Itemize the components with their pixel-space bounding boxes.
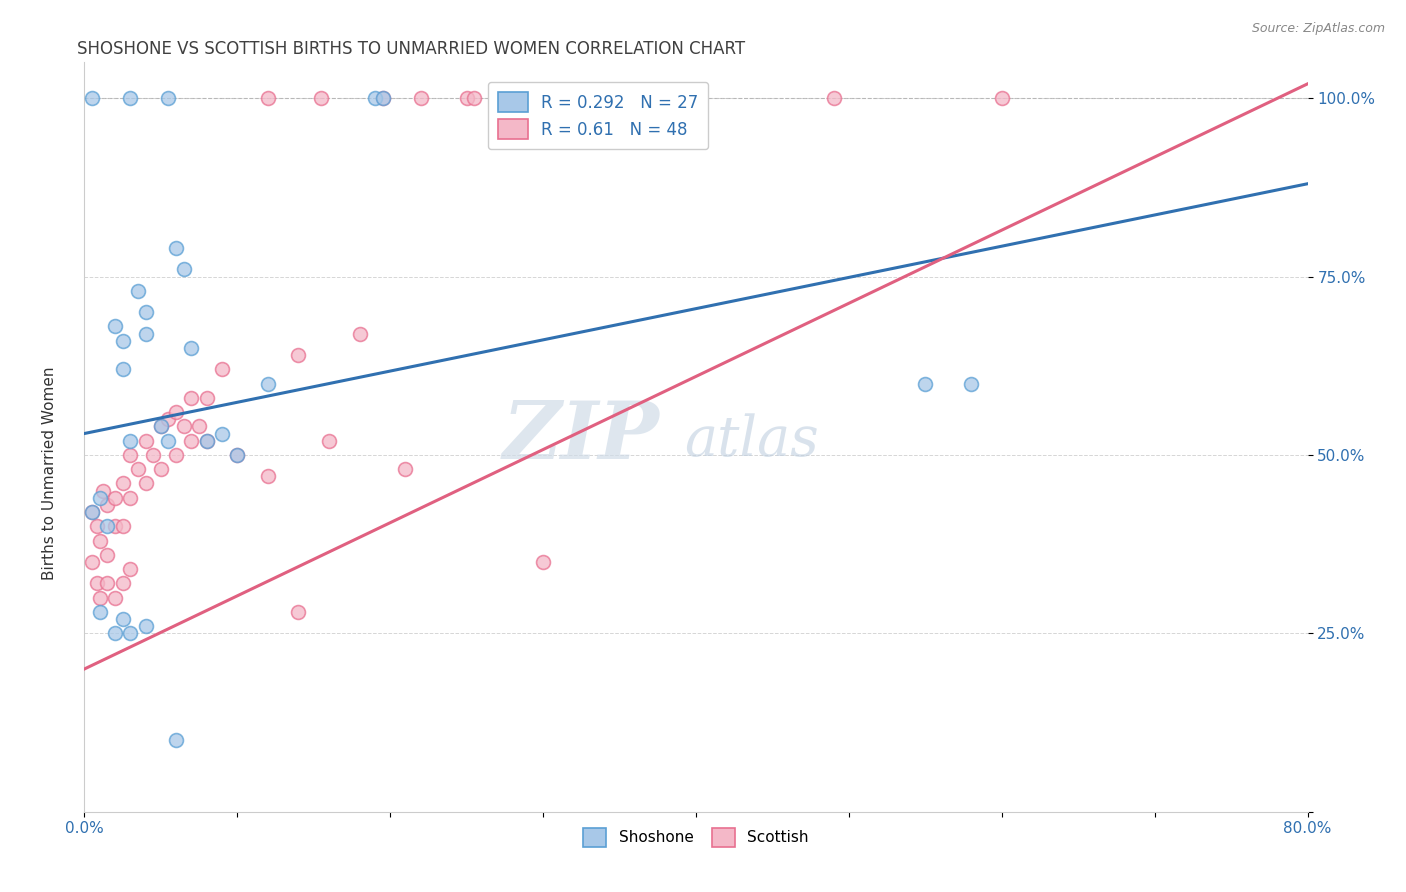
Point (104, 626, 127, 640)
Point (111, 612, 134, 626)
Point (135, 476, 157, 491)
Point (96, 576, 118, 591)
Point (80, 91, 103, 105)
Point (173, 419, 195, 434)
Point (127, 462, 149, 476)
Point (180, 341, 202, 355)
Point (371, 91, 394, 105)
Point (195, 434, 218, 448)
Legend: Shoshone, Scottish: Shoshone, Scottish (578, 822, 814, 853)
Point (96, 548, 118, 562)
Point (991, 91, 1014, 105)
Text: Births to Unmarried Women: Births to Unmarried Women (42, 366, 56, 580)
Point (257, 91, 280, 105)
Point (149, 462, 172, 476)
Point (311, 91, 333, 105)
Point (120, 562, 142, 576)
Text: atlas: atlas (683, 414, 818, 468)
Point (173, 262, 195, 277)
Point (111, 362, 134, 376)
Point (80, 555, 103, 569)
Point (180, 391, 202, 405)
Point (104, 319, 127, 334)
Text: SHOSHONE VS SCOTTISH BIRTHS TO UNMARRIED WOMEN CORRELATION CHART: SHOSHONE VS SCOTTISH BIRTHS TO UNMARRIED… (77, 40, 745, 58)
Point (960, 376, 983, 391)
Point (104, 491, 127, 505)
Point (111, 576, 134, 591)
Point (111, 519, 134, 533)
Point (120, 434, 142, 448)
Point (157, 434, 180, 448)
Point (142, 448, 165, 462)
Point (226, 448, 249, 462)
Point (165, 241, 187, 255)
Point (135, 619, 157, 633)
Point (149, 419, 172, 434)
Point (135, 305, 157, 319)
Point (120, 448, 142, 462)
Point (394, 462, 416, 476)
Point (135, 434, 157, 448)
Point (86, 519, 108, 533)
Point (165, 405, 187, 419)
Text: Source: ZipAtlas.com: Source: ZipAtlas.com (1251, 22, 1385, 36)
Point (257, 469, 280, 483)
Point (531, 555, 554, 569)
Point (89, 591, 111, 605)
Point (318, 434, 340, 448)
Point (89, 491, 111, 505)
Point (555, 91, 578, 105)
Point (195, 391, 218, 405)
Point (104, 519, 127, 533)
Point (211, 362, 233, 376)
Point (120, 91, 142, 105)
Point (569, 91, 592, 105)
Point (211, 426, 233, 441)
Point (349, 326, 371, 341)
Point (104, 591, 127, 605)
Point (188, 419, 211, 434)
Point (89, 605, 111, 619)
Point (157, 91, 180, 105)
Point (409, 91, 432, 105)
Point (463, 91, 485, 105)
Point (157, 412, 180, 426)
Point (914, 376, 936, 391)
Point (120, 626, 142, 640)
Point (135, 326, 157, 341)
Point (96, 498, 118, 512)
Point (111, 476, 134, 491)
Point (91, 483, 114, 498)
Text: ZIP: ZIP (502, 399, 659, 475)
Point (165, 733, 187, 747)
Point (257, 376, 280, 391)
Point (823, 91, 845, 105)
Point (456, 91, 478, 105)
Point (195, 434, 218, 448)
Point (180, 434, 202, 448)
Point (80, 505, 103, 519)
Point (287, 605, 309, 619)
Point (111, 334, 134, 348)
Point (149, 419, 172, 434)
Point (371, 91, 394, 105)
Point (89, 533, 111, 548)
Point (86, 576, 108, 591)
Point (165, 448, 187, 462)
Point (96, 519, 118, 533)
Point (287, 348, 309, 362)
Point (364, 91, 387, 105)
Point (120, 491, 142, 505)
Point (226, 448, 249, 462)
Point (127, 284, 149, 298)
Point (80, 505, 103, 519)
